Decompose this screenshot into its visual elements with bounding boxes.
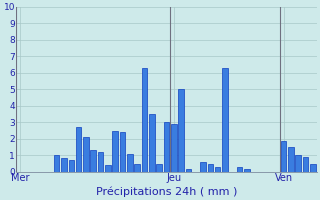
X-axis label: Précipitations 24h ( mm ): Précipitations 24h ( mm ) bbox=[96, 186, 237, 197]
Bar bbox=[200, 162, 206, 172]
Bar bbox=[98, 152, 103, 172]
Bar bbox=[171, 124, 177, 172]
Bar bbox=[222, 68, 228, 172]
Bar bbox=[112, 131, 118, 172]
Bar bbox=[68, 160, 74, 172]
Bar bbox=[134, 164, 140, 172]
Bar bbox=[83, 137, 89, 172]
Bar bbox=[54, 155, 60, 172]
Bar bbox=[105, 165, 111, 172]
Bar bbox=[295, 155, 301, 172]
Bar bbox=[303, 157, 308, 172]
Bar bbox=[178, 89, 184, 172]
Bar bbox=[142, 68, 147, 172]
Bar bbox=[164, 122, 169, 172]
Bar bbox=[127, 154, 132, 172]
Bar bbox=[208, 164, 213, 172]
Bar bbox=[215, 167, 220, 172]
Bar bbox=[281, 141, 286, 172]
Bar bbox=[76, 127, 81, 172]
Bar bbox=[120, 132, 125, 172]
Bar bbox=[288, 147, 294, 172]
Bar bbox=[237, 167, 243, 172]
Bar bbox=[244, 169, 250, 172]
Bar bbox=[149, 114, 155, 172]
Bar bbox=[156, 164, 162, 172]
Bar bbox=[91, 150, 96, 172]
Bar bbox=[310, 164, 316, 172]
Bar bbox=[186, 169, 191, 172]
Bar bbox=[61, 158, 67, 172]
